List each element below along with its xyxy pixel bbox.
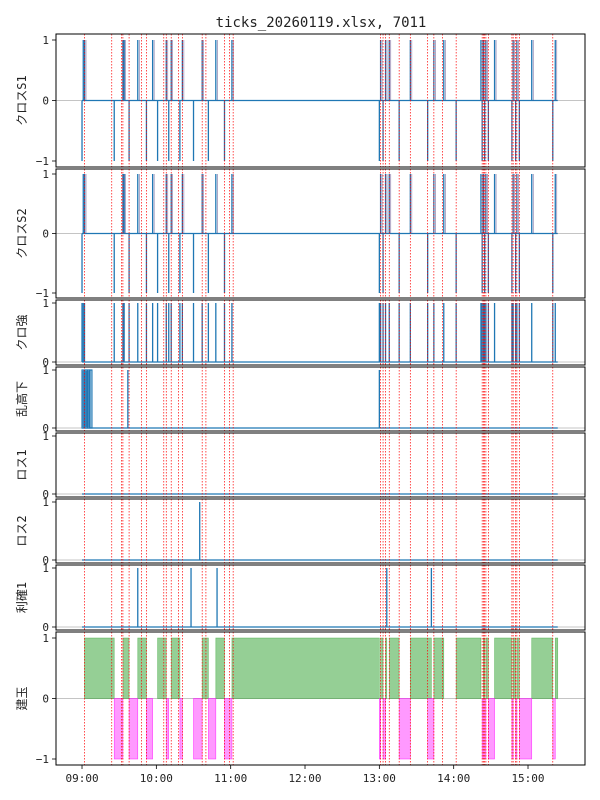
y-tick-label: 0 [42,693,49,706]
long-area [531,637,554,699]
y-axis-label: 利確1 [14,582,29,613]
panel-frame [55,564,586,631]
panel-background [56,499,585,563]
panel-loss2: 0 1 ロス2 [15,496,586,567]
panel-strong: 0 1 クロ強 [15,297,586,369]
panel-position: −1 0 1 建玉 [15,631,586,766]
y-tick-label: 1 [42,496,49,509]
long-area [215,637,225,699]
y-axis-label: 建玉 [15,686,29,710]
x-tick-label: 10:00 [140,772,173,785]
long-area [512,637,516,699]
y-tick-label: −1 [36,155,49,168]
long-area [410,637,432,699]
signal-block [85,369,89,429]
panel-frame [55,299,586,366]
short-area [146,698,153,760]
x-tick-label: 12:00 [288,772,321,785]
panel-background [56,565,585,630]
y-tick-label: 0 [42,356,49,369]
short-area [519,698,533,760]
y-axis-label: ロス1 [15,449,29,480]
short-area [193,698,203,760]
y-tick-label: 1 [42,430,49,443]
x-tick-label: 14:00 [437,772,470,785]
long-area [455,637,482,699]
panel-volatile: 0 1 乱高下 [14,364,586,435]
signal-block [81,369,84,429]
long-area [122,637,130,699]
y-tick-label: −1 [36,287,49,300]
y-tick-label: −1 [36,753,49,766]
short-area [488,698,495,760]
y-axis-label: クロ強 [15,314,29,350]
short-area [179,698,183,760]
long-area [380,637,384,699]
y-tick-label: 1 [42,632,49,645]
x-tick-label: 11:00 [214,772,247,785]
short-area [208,698,217,760]
y-tick-label: 0 [42,621,49,634]
signal-block [89,369,93,429]
signal-block [87,369,91,429]
panel-loss1: 0 1 ロス1 [15,430,586,501]
chart-title: ticks_20260119.xlsx, 7011 [216,15,427,31]
long-area [494,637,513,699]
panel-cross2: −1 0 1 クロスS2 [15,168,586,300]
y-tick-label: 1 [42,297,49,310]
long-area [137,637,147,699]
short-area [128,698,139,760]
long-area [157,637,167,699]
short-area [165,698,170,760]
panel-background [56,433,585,497]
x-axis: 09:00 10:00 11:00 12:00 13:00 14:00 15:00 [65,765,545,785]
panel-frame [55,366,586,432]
y-tick-label: 1 [42,562,49,575]
y-axis-label: クロスS1 [15,75,29,125]
long-area [201,637,209,699]
y-tick-label: 0 [42,422,49,435]
x-tick-label: 15:00 [511,772,544,785]
long-area [516,637,520,699]
panel-background [56,300,585,365]
long-area [84,637,115,699]
y-tick-label: 1 [42,364,49,377]
y-axis-label: クロスS2 [15,208,29,258]
y-tick-label: 0 [42,228,49,241]
signal-block [83,369,87,429]
x-tick-label: 13:00 [363,772,396,785]
panel-profit1: 0 1 利確1 [14,562,586,634]
short-area [552,698,556,760]
panels: −101クロスS1−101クロスS201クロ強01乱高下01ロス101ロス201… [14,33,586,766]
y-tick-label: 1 [42,34,49,47]
short-area [382,698,386,760]
panel-background [56,367,585,431]
y-tick-label: 0 [42,488,49,501]
short-area [398,698,411,760]
short-area [224,698,233,760]
long-area [231,637,380,699]
long-area [485,637,489,699]
panel-cross1: −1 0 1 クロスS1 [15,33,586,168]
y-tick-label: 0 [42,95,49,108]
long-area [554,637,559,699]
panel-frame [55,432,586,498]
panel-frame [55,498,586,564]
y-axis-label: ロス2 [15,515,29,546]
y-tick-label: 0 [42,554,49,567]
y-tick-label: 1 [42,168,49,181]
x-tick-label: 09:00 [65,772,98,785]
short-area [427,698,435,760]
long-area [388,637,400,699]
y-axis-label: 乱高下 [14,381,29,417]
